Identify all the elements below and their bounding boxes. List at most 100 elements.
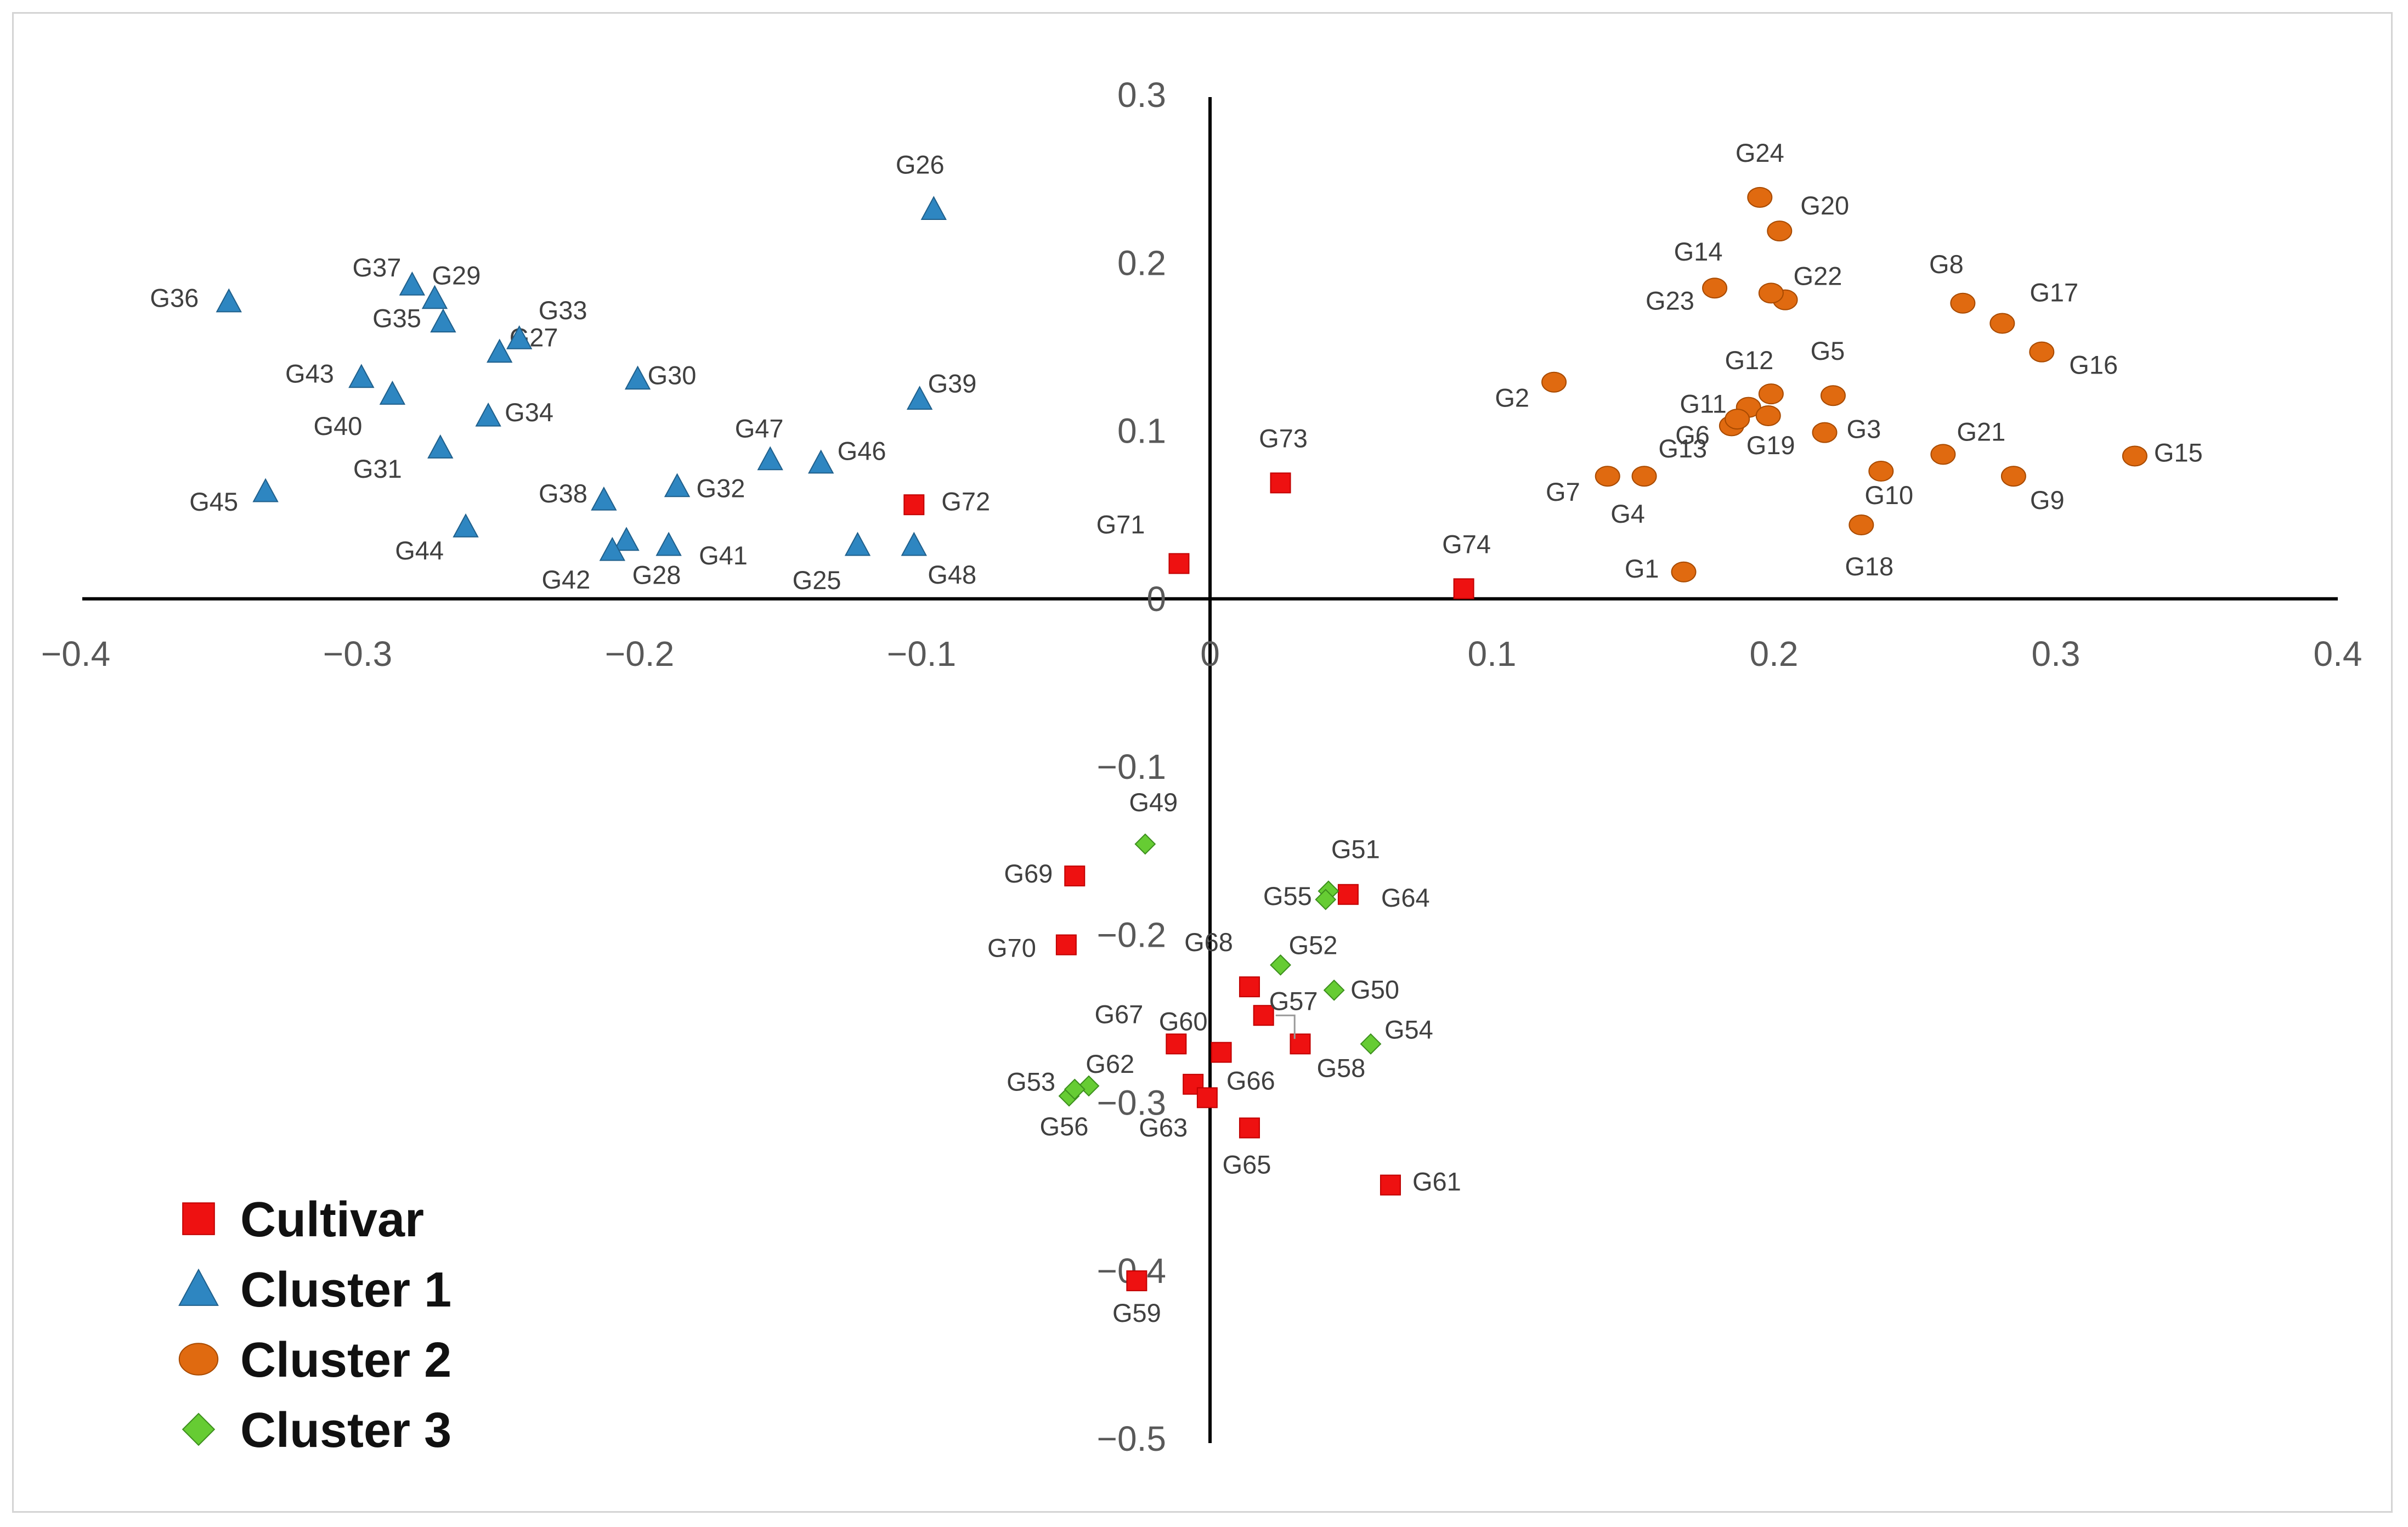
point-g52: [1270, 954, 1291, 976]
point-label-g8: G8: [1929, 250, 1964, 279]
legend-marker-cluster-3: [182, 1412, 216, 1446]
point-label-g50: G50: [1350, 975, 1399, 1004]
point-label-g3: G3: [1847, 415, 1881, 444]
point-label-g64: G64: [1381, 883, 1430, 912]
point-label-g24: G24: [1736, 138, 1784, 167]
point-g7: [1595, 466, 1620, 487]
point-g27: [487, 338, 513, 363]
point-g58: [1290, 1033, 1311, 1055]
point-g12: [1758, 383, 1784, 405]
point-g37: [399, 271, 426, 296]
point-label-g13: G13: [1658, 434, 1707, 463]
point-g4: [1631, 466, 1657, 487]
point-label-g71: G71: [1096, 510, 1145, 539]
point-g18: [1849, 514, 1874, 535]
point-g45: [252, 478, 279, 502]
point-label-g60: G60: [1159, 1007, 1208, 1036]
point-label-g32: G32: [697, 474, 745, 503]
point-label-g2: G2: [1495, 383, 1529, 412]
point-label-g33: G33: [539, 296, 587, 325]
point-label-g11: G11: [1680, 389, 1726, 418]
point-g28: [613, 527, 640, 551]
point-g71: [1168, 553, 1190, 574]
chart-frame: [12, 12, 2393, 1513]
point-label-g69: G69: [1004, 859, 1053, 888]
y-tick-label: −0.1: [1097, 747, 1166, 787]
point-label-g55: G55: [1263, 881, 1312, 910]
point-g31: [427, 434, 454, 459]
axes: [82, 97, 2338, 1443]
y-tick-label: 0.2: [1117, 243, 1166, 282]
series-cluster-1: G25G26G27G28G29G30G31G32G33G34G35G36G37G…: [150, 150, 976, 595]
point-g73: [1270, 472, 1291, 494]
point-label-g22: G22: [1794, 262, 1842, 291]
point-g50: [1323, 979, 1345, 1001]
y-tick-label: −0.5: [1097, 1419, 1166, 1458]
point-label-g43: G43: [285, 359, 334, 388]
point-g8: [1950, 292, 1976, 314]
legend-marker-cultivar: [182, 1202, 215, 1235]
point-label-g72: G72: [941, 487, 990, 516]
point-g5: [1820, 385, 1846, 406]
point-g14: [1702, 278, 1728, 299]
y-tick-label: 0: [1146, 579, 1166, 619]
point-label-g34: G34: [505, 398, 553, 427]
x-tick-label: −0.1: [887, 634, 956, 674]
point-label-g15: G15: [2154, 438, 2203, 467]
point-g38: [591, 486, 617, 511]
point-g20: [1767, 220, 1793, 242]
y-tick-label: −0.3: [1097, 1083, 1166, 1123]
point-label-g6: G6: [1675, 420, 1710, 449]
point-label-g51: G51: [1331, 835, 1380, 864]
point-label-g17: G17: [2030, 278, 2078, 307]
point-label-g26: G26: [896, 150, 945, 179]
point-g56: [1078, 1075, 1100, 1097]
point-g36: [216, 288, 242, 313]
point-label-g12: G12: [1725, 346, 1773, 375]
x-tick-label: −0.2: [605, 634, 674, 674]
point-label-g49: G49: [1129, 788, 1178, 817]
series-cluster-2: G1 G2 G3 G4 G5 G6 G7 G8 G9 G10 G11 G12 G13 G14 G15 G16 G…: [1495, 138, 2202, 583]
point-g23: [1758, 282, 1784, 304]
point-label-g40: G40: [314, 411, 363, 440]
data-points: G59G61G63G64G65G66G67G68G69G70G71G72G73G…: [150, 138, 2202, 1327]
point-label-g23: G23: [1646, 286, 1694, 315]
legend: Cultivar Cluster 1 Cluster 2 Cluster 3: [178, 1192, 451, 1458]
point-label-g70: G70: [987, 934, 1036, 963]
point-g44: [453, 513, 479, 538]
point-label-g46: G46: [838, 437, 886, 466]
y-tick-label: 0.1: [1117, 411, 1166, 451]
x-tick-label: −0.4: [41, 634, 110, 674]
point-label-g7: G7: [1546, 477, 1580, 506]
point-g60: [1211, 1042, 1232, 1063]
point-label-g1: G1: [1625, 554, 1659, 583]
point-g59: [1126, 1270, 1148, 1292]
point-g3: [1812, 422, 1838, 443]
point-g62: [1064, 1078, 1086, 1100]
point-label-g9: G9: [2030, 485, 2065, 514]
legend-marker-cluster-2: [178, 1343, 219, 1376]
point-g48: [901, 531, 927, 556]
x-tick-label: −0.3: [323, 634, 392, 674]
point-g30: [624, 365, 651, 390]
point-label-g16: G16: [2069, 350, 2118, 380]
point-g70: [1055, 934, 1077, 955]
point-g1: [1671, 561, 1697, 582]
point-g57: [1253, 1005, 1274, 1026]
point-label-g35: G35: [372, 303, 421, 332]
point-g66: [1196, 1087, 1218, 1109]
point-label-g74: G74: [1442, 529, 1491, 558]
point-g54: [1360, 1033, 1382, 1055]
point-label-g47: G47: [735, 414, 784, 443]
leader-line: [1275, 1014, 1296, 1039]
point-label-g59: G59: [1112, 1298, 1161, 1327]
point-label-g21: G21: [1957, 417, 2005, 446]
point-g61: [1380, 1174, 1401, 1196]
point-label-g42: G42: [541, 565, 590, 594]
x-tick-label: 0.3: [2032, 634, 2081, 674]
point-g32: [664, 473, 691, 497]
point-label-g37: G37: [353, 253, 402, 282]
point-label-g19: G19: [1746, 431, 1795, 460]
point-label-g62: G62: [1086, 1049, 1134, 1078]
x-tick-label: 0.2: [1750, 634, 1799, 674]
